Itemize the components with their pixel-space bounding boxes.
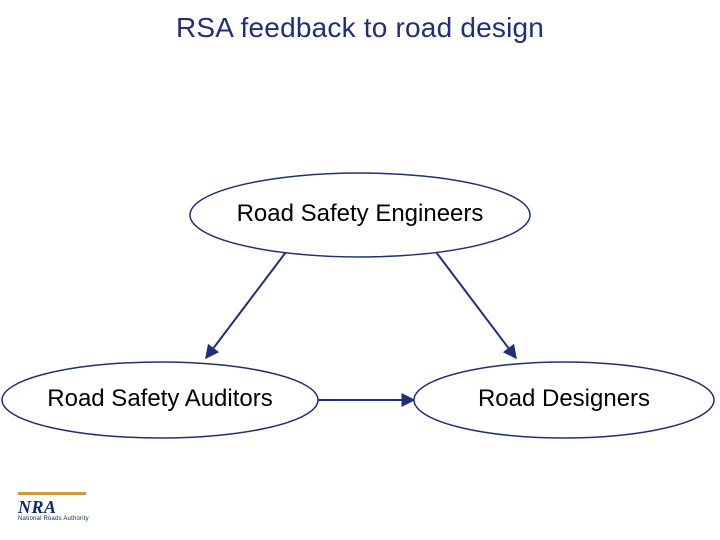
edge-engineers-auditors bbox=[206, 252, 286, 358]
logo-text: NRA bbox=[18, 497, 108, 518]
node-label-auditors: Road Safety Auditors bbox=[2, 385, 318, 413]
logo-accent-bar bbox=[18, 492, 86, 495]
node-label-designers: Road Designers bbox=[414, 385, 714, 413]
relationship-diagram bbox=[0, 0, 720, 540]
node-label-engineers: Road Safety Engineers bbox=[190, 200, 530, 228]
edge-engineers-designers bbox=[436, 252, 516, 358]
slide: RSA feedback to road design Road Safety … bbox=[0, 0, 720, 540]
nra-logo: NRA National Roads Authority bbox=[18, 492, 108, 526]
logo-subtitle: National Roads Authority bbox=[18, 516, 108, 522]
